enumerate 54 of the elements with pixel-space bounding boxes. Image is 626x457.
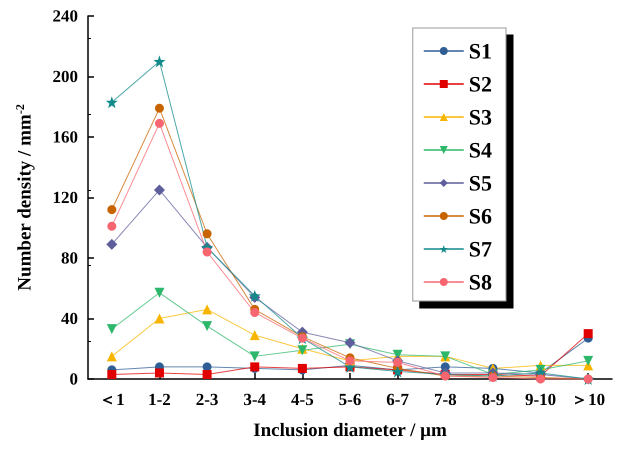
- point: [107, 370, 116, 379]
- point: [106, 351, 117, 362]
- legend-label: S2: [468, 72, 492, 96]
- y-tick-label: 240: [52, 6, 78, 26]
- point: [154, 184, 165, 196]
- y-tick-label: 0: [70, 370, 78, 388]
- x-tick-label: 8-9: [482, 390, 504, 409]
- point: [154, 368, 164, 378]
- x-tick-label: 4-5: [291, 390, 314, 409]
- x-tick-label: 1-2: [148, 390, 171, 409]
- y-tick-label: 40: [61, 309, 78, 328]
- y-axis-title: Number density / mm-2: [13, 104, 36, 291]
- point: [393, 358, 402, 367]
- point: [153, 55, 166, 68]
- y-tick-label: 160: [52, 128, 78, 146]
- x-tick-label: ＞10: [571, 390, 606, 409]
- point: [154, 104, 164, 113]
- point: [202, 321, 212, 332]
- point: [154, 314, 164, 324]
- y-tick-label: 200: [52, 67, 78, 86]
- point: [250, 308, 260, 317]
- point: [202, 304, 212, 314]
- legend-label: S3: [468, 104, 492, 130]
- x-tick-label: ＜1: [99, 390, 125, 409]
- x-tick-label: 3-4: [243, 390, 267, 409]
- legend-label: S4: [468, 138, 492, 162]
- point: [106, 238, 118, 250]
- legend-label: S5: [468, 170, 492, 196]
- x-tick-label: 6-7: [386, 390, 410, 409]
- legend-label: S8: [468, 270, 492, 294]
- point: [107, 222, 116, 231]
- legend-label: S6: [468, 204, 492, 228]
- y-tick-label: 80: [61, 248, 78, 268]
- point: [202, 229, 212, 238]
- point: [106, 96, 118, 108]
- point: [154, 288, 164, 298]
- x-tick-label: 9-10: [524, 390, 556, 409]
- x-axis-title: Inclusion diameter / μm: [253, 420, 447, 441]
- point: [392, 365, 404, 378]
- legend-label: S1: [468, 38, 492, 64]
- point: [106, 324, 117, 334]
- point: [154, 118, 164, 128]
- point: [202, 370, 212, 379]
- point: [107, 205, 116, 214]
- y-tick-label: 120: [52, 188, 78, 207]
- x-tick-label: 5-6: [338, 390, 362, 409]
- legend-label: S7: [468, 236, 492, 262]
- point: [250, 330, 260, 340]
- point: [584, 329, 593, 338]
- point: [202, 247, 212, 256]
- x-tick-label: 2-3: [196, 390, 218, 409]
- point: [250, 351, 260, 362]
- x-tick-label: 7-8: [434, 390, 457, 409]
- point: [583, 356, 594, 366]
